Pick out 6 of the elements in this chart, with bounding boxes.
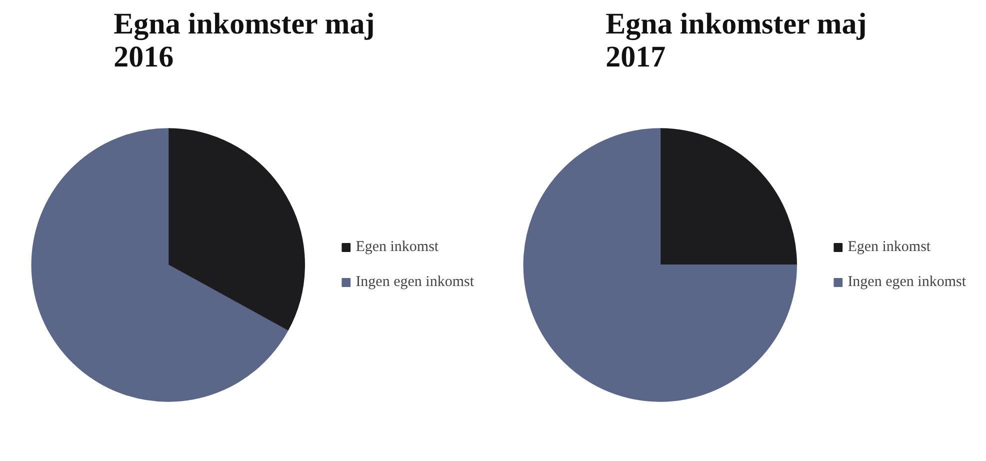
chart-title: Egna inkomster maj 2016 [114, 8, 375, 74]
legend-label: Egen inkomst [356, 238, 439, 256]
legend-label: Ingen egen inkomst [356, 274, 474, 290]
legend-label: Egen inkomst [848, 238, 931, 256]
chart-title: Egna inkomster maj 2017 [606, 8, 867, 74]
legend-label: Ingen egen inkomst [848, 274, 966, 290]
